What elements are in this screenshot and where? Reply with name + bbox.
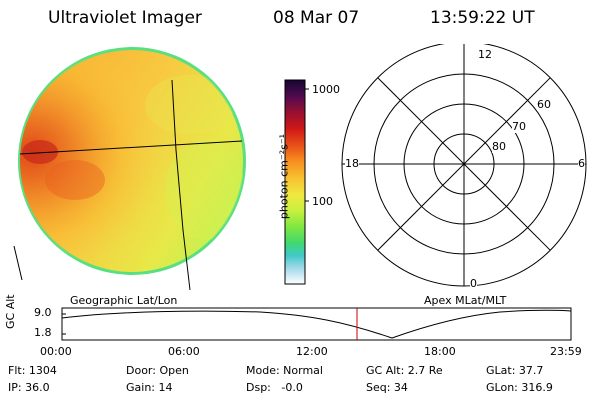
time-label: 13:59:22 UT — [430, 8, 535, 28]
mlt-label-6: 6 — [578, 157, 585, 170]
apex-label: Apex MLat/MLT — [424, 294, 507, 307]
time-tick-1200: 12:00 — [296, 345, 328, 358]
time-tick-0600: 06:00 — [168, 345, 200, 358]
polar-mlt-plot — [341, 44, 587, 287]
info-flt: Flt: 1304 — [8, 364, 57, 377]
info-door: Door: Open — [126, 364, 189, 377]
info-glon: GLon: 316.9 — [486, 381, 553, 394]
altitude-plot — [61, 307, 572, 341]
colorbar-tick-1000: 1000 — [312, 83, 340, 96]
bright-spot — [22, 140, 58, 164]
info-gc-alt: GC Alt: 2.7 Re — [366, 364, 443, 377]
time-tick-0000: 00:00 — [40, 345, 72, 358]
info-mode: Mode: Normal — [246, 364, 323, 377]
time-tick-1800: 18:00 — [424, 345, 456, 358]
geographic-grid-line — [13, 245, 23, 281]
mlat-label-80: 80 — [492, 140, 506, 153]
altitude-ytick-1.8: 1.8 — [34, 326, 52, 339]
colorbar-label: photon cm⁻²s⁻¹ — [277, 133, 291, 220]
info-glat: GLat: 37.7 — [486, 364, 544, 377]
mlat-label-60: 60 — [537, 98, 551, 111]
info-dsp: Dsp: -0.0 — [246, 381, 303, 394]
mlat-label-70: 70 — [512, 120, 526, 133]
mlt-label-0: 0 — [470, 277, 477, 290]
altitude-ylabel: GC Alt — [4, 294, 17, 329]
geographic-latitude-line — [19, 140, 243, 155]
altitude-ytick-9: 9.0 — [34, 306, 52, 319]
geographic-label: Geographic Lat/Lon — [70, 294, 178, 307]
info-seq: Seq: 34 — [366, 381, 408, 394]
time-tick-2359: 23:59 — [550, 345, 582, 358]
altitude-curve — [61, 309, 572, 339]
uv-auroral-image — [13, 47, 246, 290]
colorbar-tick-100: 100 — [312, 195, 333, 208]
color-bar — [284, 79, 309, 285]
imager-title: Ultraviolet Imager — [48, 8, 202, 28]
mlt-label-18: 18 — [345, 157, 359, 170]
geographic-longitude-line — [171, 79, 191, 290]
info-gain: Gain: 14 — [126, 381, 173, 394]
mlt-label-12: 12 — [478, 48, 492, 61]
date-label: 08 Mar 07 — [273, 8, 360, 28]
info-ip: IP: 36.0 — [8, 381, 50, 394]
